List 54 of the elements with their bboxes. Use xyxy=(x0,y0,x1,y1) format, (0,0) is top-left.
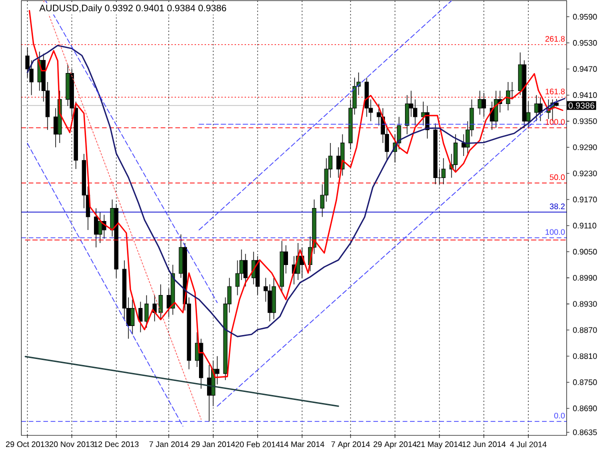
candlestick xyxy=(207,364,212,422)
x-tick-label: 7 Apr 2014 xyxy=(331,441,370,449)
y-tick-label: 0.9530 xyxy=(573,40,597,46)
candlestick xyxy=(98,212,102,244)
annotation: 50.0 xyxy=(550,174,565,180)
x-tick-label: 12 Jun 2014 xyxy=(462,441,506,448)
candlestick xyxy=(144,294,149,328)
y-tick-label: 0.8870 xyxy=(573,327,597,333)
candlestick xyxy=(130,299,135,335)
y-tick-label: 0.9350 xyxy=(573,118,597,124)
y-tick-label: 0.8750 xyxy=(573,379,597,386)
annotation: 161.8 xyxy=(546,88,565,94)
y-tick-label: 0.8690 xyxy=(573,406,597,412)
y-tick-label: 0.9230 xyxy=(573,170,597,176)
y-tick-label: 0.9590 xyxy=(573,14,597,20)
candlestick xyxy=(482,92,486,118)
y-tick-label: 0.9110 xyxy=(573,222,596,228)
y-tick-label: 0.9470 xyxy=(573,66,597,72)
candlestick xyxy=(494,90,498,128)
y-tick-label: 0.8635 xyxy=(573,429,597,436)
y-tick-label: 0.9290 xyxy=(573,144,597,150)
y-tick-label: 0.9410 xyxy=(573,92,597,98)
x-tick-label: 7 Jan 2014 xyxy=(149,441,188,448)
annotation: 0.0 xyxy=(554,412,565,418)
x-tick-label: 20 Feb 2014 xyxy=(236,441,280,448)
y-tick-label: 0.8930 xyxy=(573,301,597,307)
y-tick-label: 0.8810 xyxy=(573,353,597,359)
x-tick-label: 29 Jan 2014 xyxy=(192,441,235,448)
annotation: 38.2 xyxy=(550,204,565,210)
candlestick xyxy=(336,146,341,178)
candlestick xyxy=(94,208,98,248)
x-tick-label: 29 Apr 2014 xyxy=(374,441,417,449)
x-tick-label: 21 May 2014 xyxy=(416,441,462,449)
y-tick-label: 0.8990 xyxy=(573,274,597,281)
candlestick xyxy=(441,158,446,185)
candlestick xyxy=(405,94,410,135)
x-tick-label: 4 Jul 2014 xyxy=(510,441,547,448)
annotation: 261.8 xyxy=(545,36,565,42)
x-tick-label: 29 Oct 2013 xyxy=(6,441,49,448)
line-series xyxy=(26,44,566,338)
annotation: 100.0 xyxy=(546,119,565,125)
x-tick-label: 20 Nov 2013 xyxy=(50,441,94,448)
ref-line-label: 0.9386 xyxy=(568,102,594,109)
candlestick xyxy=(243,254,248,287)
candlestick xyxy=(421,101,426,126)
chart-title: AUDUSD,Daily 0.9392 0.9401 0.9384 0.9386 xyxy=(39,4,226,14)
y-tick-label: 0.9170 xyxy=(573,196,597,202)
y-tick-label: 0.9050 xyxy=(573,248,597,255)
x-tick-label: 14 Mar 2014 xyxy=(280,441,324,448)
candlestick xyxy=(29,60,34,96)
candlestick xyxy=(534,94,538,122)
x-tick-label: 12 Dec 2013 xyxy=(94,441,139,448)
annotation: 100.0 xyxy=(546,229,565,235)
candlestick xyxy=(478,90,482,115)
